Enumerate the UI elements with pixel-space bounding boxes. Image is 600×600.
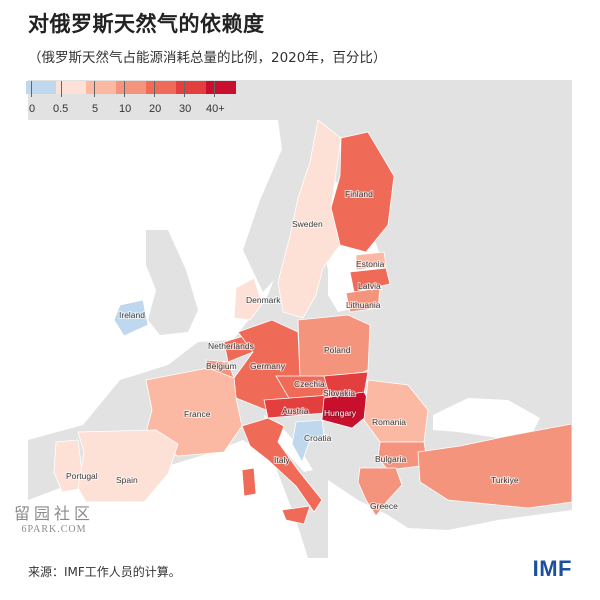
land-uk bbox=[146, 230, 198, 335]
legend-tick-line-5 bbox=[184, 81, 185, 97]
country-greece bbox=[357, 467, 403, 517]
legend-swatch-0 bbox=[26, 81, 56, 94]
legend-tick-line-0 bbox=[31, 81, 32, 97]
country-bulgaria bbox=[377, 441, 429, 471]
legend-swatch-2 bbox=[86, 81, 116, 94]
label-finland: Finland bbox=[345, 189, 373, 199]
legend-tick-label: 0 bbox=[29, 103, 36, 115]
legend-tick-line-6 bbox=[214, 81, 215, 97]
country-romania bbox=[363, 379, 429, 443]
label-ireland: Ireland bbox=[119, 310, 145, 320]
label-poland: Poland bbox=[324, 345, 351, 355]
label-france: France bbox=[184, 409, 211, 419]
country-italy bbox=[241, 417, 323, 513]
country-hungary bbox=[321, 391, 375, 429]
label-greece: Greece bbox=[370, 501, 398, 511]
country-estonia bbox=[355, 251, 387, 271]
sea-mediterranean-east bbox=[328, 480, 572, 558]
label-austria: Austria bbox=[282, 406, 309, 416]
label-spain: Spain bbox=[116, 475, 138, 485]
label-lithuania: Lithuania bbox=[346, 300, 381, 310]
label-portugal: Portugal bbox=[66, 471, 98, 481]
country-lithuania bbox=[345, 287, 381, 313]
country-denmark bbox=[233, 277, 263, 321]
label-netherlands: Netherlands bbox=[208, 341, 254, 351]
map-subtitle: （俄罗斯天然气占能源消耗总量的比例，2020年，百分比） bbox=[28, 50, 387, 66]
legend-swatch-1 bbox=[56, 81, 86, 94]
watermark-line-2: 6PARK.COM bbox=[21, 524, 87, 535]
country-turkiye bbox=[417, 423, 572, 509]
legend-tick-line-3 bbox=[124, 81, 125, 97]
legend-swatch-3 bbox=[116, 81, 146, 94]
legend-tick-label: 0.5 bbox=[53, 103, 69, 115]
color-legend: 0 0.5 5 10 20 30 40+ bbox=[26, 81, 266, 121]
label-slovakia: Slovakia bbox=[323, 388, 355, 398]
legend-tick-line-1 bbox=[61, 81, 62, 97]
source-note: 来源：IMF工作人员的计算。 bbox=[28, 565, 181, 579]
land-norway bbox=[243, 120, 328, 292]
label-italy: Italy bbox=[274, 455, 290, 465]
country-ireland bbox=[113, 299, 149, 337]
country-italy-sicily bbox=[281, 505, 311, 525]
label-germany: Germany bbox=[250, 361, 286, 371]
legend-swatch-4 bbox=[146, 81, 176, 94]
country-sweden bbox=[277, 119, 342, 319]
label-romania: Romania bbox=[372, 417, 406, 427]
sea-black bbox=[433, 398, 540, 438]
label-belgium: Belgium bbox=[206, 361, 237, 371]
label-turkiye: Turkiye bbox=[491, 475, 519, 485]
label-bulgaria: Bulgaria bbox=[375, 454, 406, 464]
legend-tick-label: 20 bbox=[149, 103, 162, 115]
label-denmark: Denmark bbox=[246, 295, 281, 305]
legend-tick-line-2 bbox=[94, 81, 95, 97]
legend-swatch-5 bbox=[176, 81, 206, 94]
watermark: 留园社区 6PARK.COM bbox=[6, 500, 102, 535]
country-spain bbox=[77, 429, 179, 503]
country-italy-sardinia bbox=[241, 467, 257, 497]
map-svg: Finland Sweden Estonia Latvia Lithuania … bbox=[28, 119, 572, 558]
label-czechia: Czechia bbox=[294, 379, 325, 389]
imf-logo: IMF bbox=[532, 556, 572, 581]
label-estonia: Estonia bbox=[356, 259, 385, 269]
country-portugal bbox=[53, 439, 85, 493]
legend-tick-label: 10 bbox=[119, 103, 132, 115]
europe-map: Finland Sweden Estonia Latvia Lithuania … bbox=[28, 80, 572, 558]
legend-tick-label: 40+ bbox=[206, 103, 225, 115]
map-title: 对俄罗斯天然气的依赖度 bbox=[28, 12, 265, 36]
country-france bbox=[143, 367, 243, 457]
legend-tick-label: 30 bbox=[179, 103, 192, 115]
legend-tick-label: 5 bbox=[92, 103, 99, 115]
sea-mediterranean bbox=[28, 440, 308, 558]
country-finland bbox=[330, 131, 395, 253]
country-latvia bbox=[349, 267, 391, 293]
label-hungary: Hungary bbox=[324, 408, 357, 418]
label-croatia: Croatia bbox=[304, 433, 332, 443]
label-latvia: Latvia bbox=[358, 281, 381, 291]
legend-tick-line-4 bbox=[154, 81, 155, 97]
country-croatia bbox=[291, 419, 325, 463]
label-sweden: Sweden bbox=[292, 219, 323, 229]
watermark-line-1: 留园社区 bbox=[13, 506, 94, 523]
legend-swatch-6 bbox=[206, 81, 236, 94]
